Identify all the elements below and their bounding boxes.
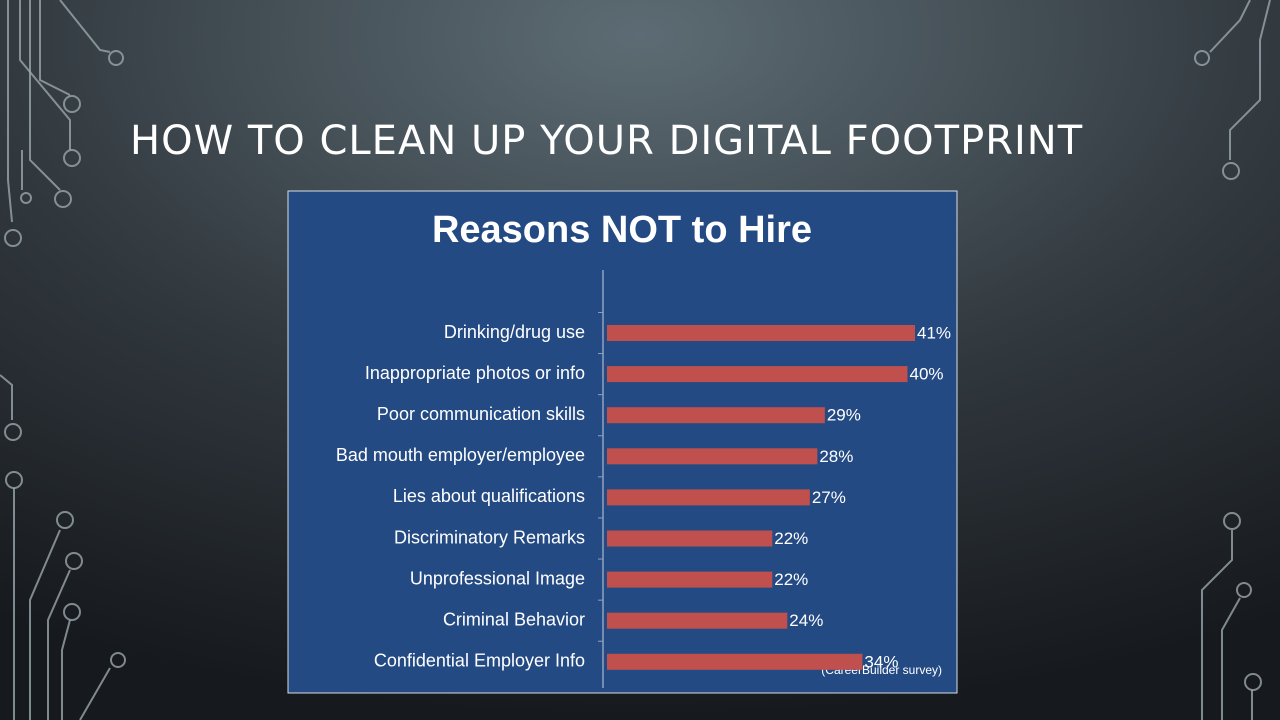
value-label: 27% [812, 488, 846, 507]
slide-title: HOW TO CLEAN UP YOUR DIGITAL FOOTPRINT [130, 118, 1083, 164]
value-label: 41% [917, 323, 951, 342]
value-label: 34% [864, 652, 898, 671]
category-label: Poor communication skills [377, 404, 585, 424]
category-label: Bad mouth employer/employee [336, 445, 585, 465]
chart-panel [287, 190, 958, 694]
category-label: Criminal Behavior [443, 609, 585, 629]
category-label: Drinking/drug use [444, 322, 585, 342]
value-label: 40% [909, 365, 943, 384]
value-label: 22% [774, 529, 808, 548]
category-label: Lies about qualifications [393, 486, 585, 506]
category-label: Inappropriate photos or info [365, 363, 585, 383]
bar [607, 489, 810, 506]
bar [607, 366, 908, 383]
bar [607, 653, 863, 670]
bar [607, 448, 818, 465]
bar [607, 407, 825, 424]
value-label: 29% [827, 406, 861, 425]
bar [607, 571, 773, 588]
bar [607, 325, 915, 341]
category-label: Unprofessional Image [410, 568, 585, 588]
bar [607, 612, 788, 629]
value-label: 28% [819, 447, 853, 466]
chart-title: Reasons NOT to Hire [432, 209, 812, 251]
value-label: 22% [774, 570, 808, 589]
category-label: Confidential Employer Info [374, 651, 585, 671]
category-label: Discriminatory Remarks [394, 527, 585, 547]
bar [607, 530, 773, 547]
value-label: 24% [789, 611, 823, 630]
